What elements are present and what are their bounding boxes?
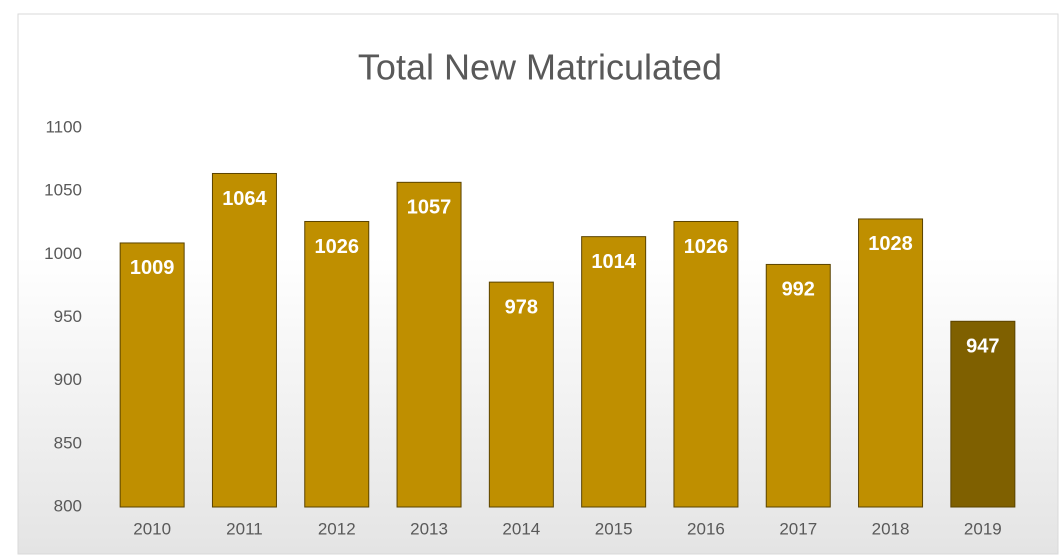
y-tick-label: 950 [54,307,82,326]
y-tick-label: 1000 [44,244,82,263]
y-tick-label: 900 [54,370,82,389]
bar [858,218,924,508]
value-label: 1064 [222,188,267,210]
value-label: 947 [966,336,999,358]
y-tick-label: 850 [54,433,82,452]
bar [119,242,185,508]
bar [765,263,831,508]
value-label: 1026 [684,236,729,258]
bar [950,320,1016,508]
x-tick-label: 2014 [502,519,540,538]
x-tick-label: 2017 [779,519,817,538]
x-tick-label: 2010 [133,519,171,538]
y-tick-label: 800 [54,496,82,515]
bar [673,220,739,508]
value-label: 992 [782,279,815,301]
value-label: 1009 [130,257,175,279]
x-tick-label: 2016 [687,519,725,538]
bar [581,236,647,508]
x-tick-label: 2015 [595,519,633,538]
bar [488,281,554,508]
x-tick-label: 2013 [410,519,448,538]
x-tick-label: 2018 [872,519,910,538]
x-tick-label: 2012 [318,519,356,538]
value-label: 1014 [591,251,636,273]
value-label: 1028 [868,233,913,255]
bar [304,220,370,508]
bar [396,181,462,508]
value-label: 1026 [315,236,360,258]
value-label: 978 [505,296,538,318]
y-tick-label: 1050 [44,181,82,200]
x-tick-label: 2011 [226,519,263,538]
y-tick-label: 1100 [45,117,82,136]
x-tick-label: 2019 [964,519,1002,538]
bar [211,172,277,508]
value-label: 1057 [407,197,452,219]
chart-title: Total New Matriculated [358,47,722,88]
